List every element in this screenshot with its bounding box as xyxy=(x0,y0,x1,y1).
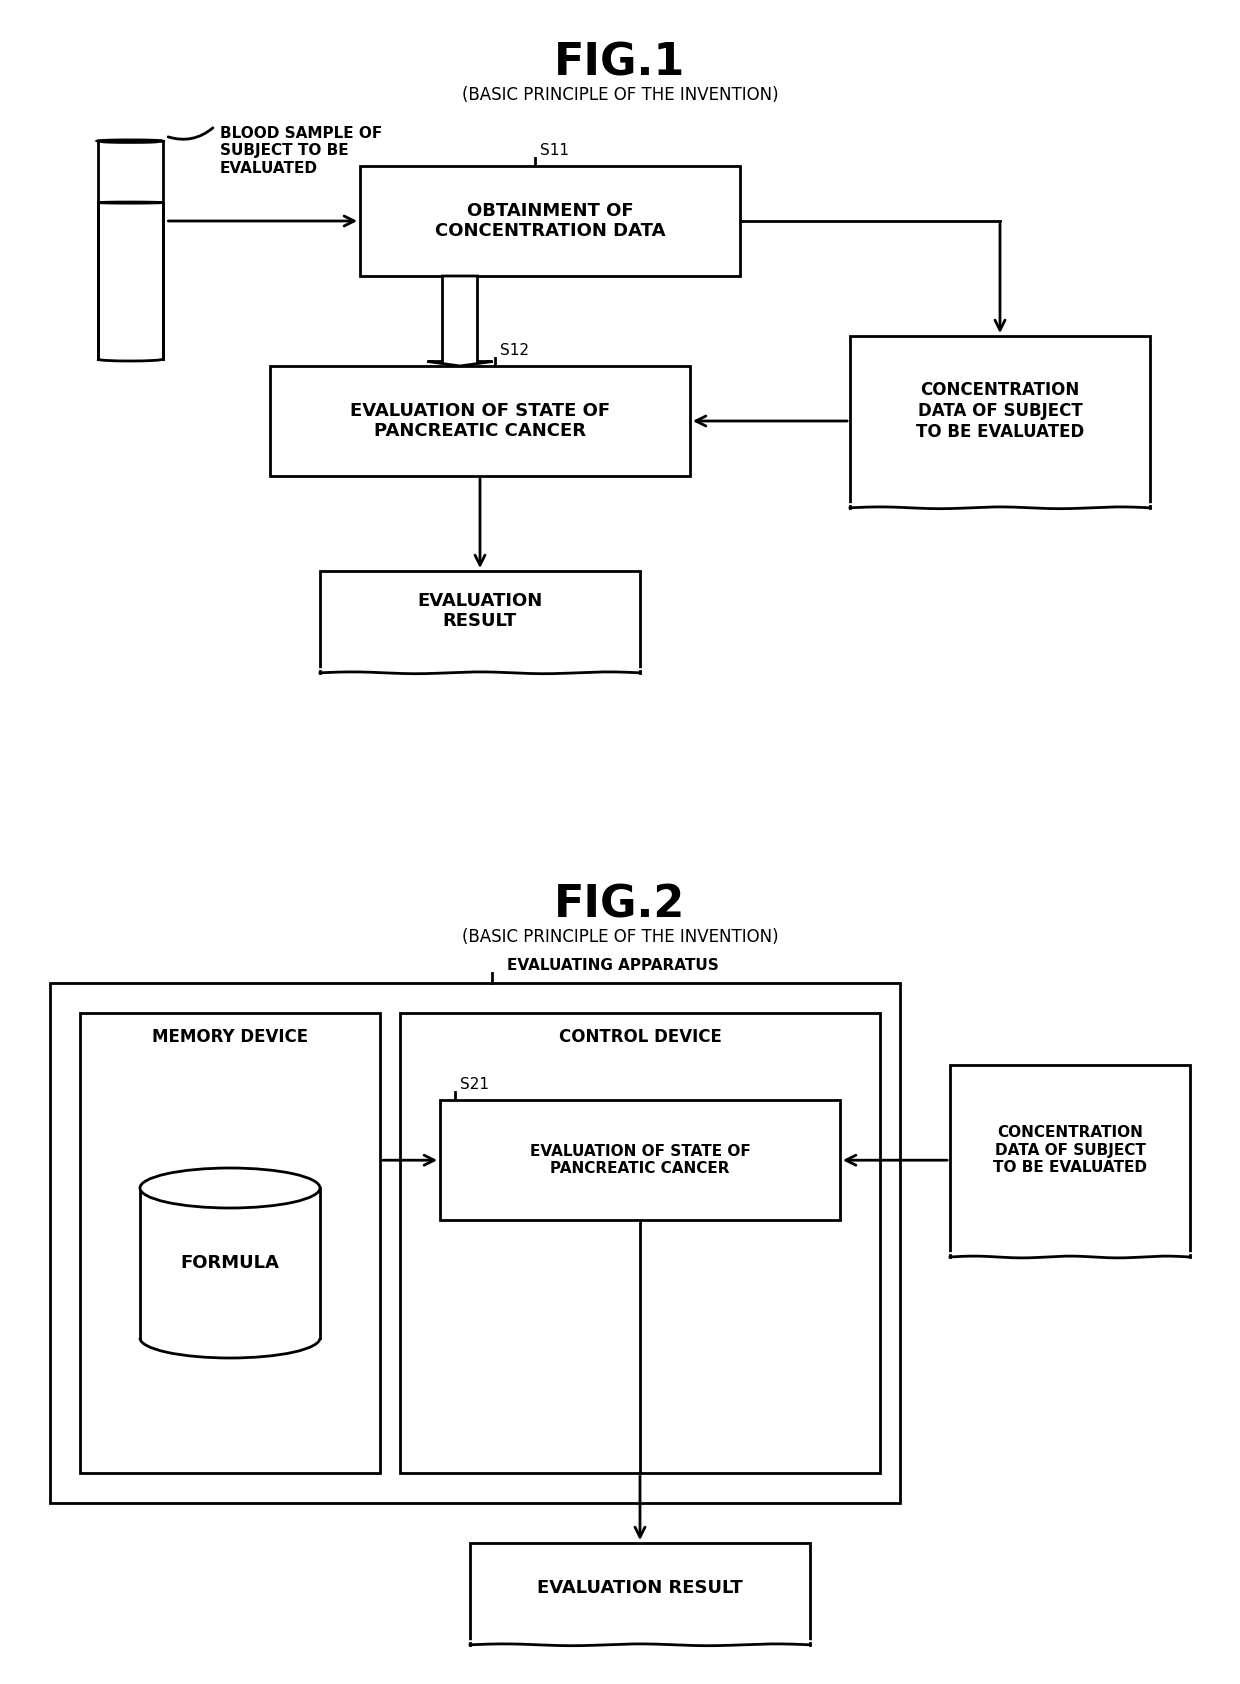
Text: EVALUATION RESULT: EVALUATION RESULT xyxy=(537,1580,743,1596)
Ellipse shape xyxy=(98,140,162,141)
FancyBboxPatch shape xyxy=(98,202,162,360)
FancyBboxPatch shape xyxy=(849,337,1149,505)
Text: EVALUATION OF STATE OF
PANCREATIC CANCER: EVALUATION OF STATE OF PANCREATIC CANCER xyxy=(350,401,610,441)
Text: FIG.2: FIG.2 xyxy=(554,882,686,926)
Text: S12: S12 xyxy=(500,344,529,359)
Text: EVALUATING APPARATUS: EVALUATING APPARATUS xyxy=(507,958,719,973)
Text: CONCENTRATION
DATA OF SUBJECT
TO BE EVALUATED: CONCENTRATION DATA OF SUBJECT TO BE EVAL… xyxy=(916,381,1084,441)
Text: CONTROL DEVICE: CONTROL DEVICE xyxy=(558,1027,722,1046)
Text: S11: S11 xyxy=(539,143,569,158)
Text: FIG.1: FIG.1 xyxy=(554,40,686,84)
FancyBboxPatch shape xyxy=(360,167,740,276)
Text: BLOOD SAMPLE OF
SUBJECT TO BE
EVALUATED: BLOOD SAMPLE OF SUBJECT TO BE EVALUATED xyxy=(219,126,382,175)
FancyBboxPatch shape xyxy=(81,1014,379,1474)
Text: EVALUATION
RESULT: EVALUATION RESULT xyxy=(418,591,543,630)
Text: (BASIC PRINCIPLE OF THE INVENTION): (BASIC PRINCIPLE OF THE INVENTION) xyxy=(461,86,779,104)
Text: OBTAINMENT OF
CONCENTRATION DATA: OBTAINMENT OF CONCENTRATION DATA xyxy=(435,202,665,241)
FancyBboxPatch shape xyxy=(470,1543,810,1644)
FancyBboxPatch shape xyxy=(270,365,689,477)
FancyBboxPatch shape xyxy=(401,1014,880,1474)
Text: MEMORY DEVICE: MEMORY DEVICE xyxy=(153,1027,308,1046)
FancyBboxPatch shape xyxy=(440,1100,839,1221)
Text: CONCENTRATION
DATA OF SUBJECT
TO BE EVALUATED: CONCENTRATION DATA OF SUBJECT TO BE EVAL… xyxy=(993,1125,1147,1175)
Text: (BASIC PRINCIPLE OF THE INVENTION): (BASIC PRINCIPLE OF THE INVENTION) xyxy=(461,928,779,946)
FancyBboxPatch shape xyxy=(950,1066,1190,1255)
Ellipse shape xyxy=(140,1169,320,1207)
FancyBboxPatch shape xyxy=(50,983,900,1504)
Text: EVALUATION OF STATE OF
PANCREATIC CANCER: EVALUATION OF STATE OF PANCREATIC CANCER xyxy=(529,1143,750,1177)
Polygon shape xyxy=(428,276,492,365)
Text: FORMULA: FORMULA xyxy=(181,1255,279,1271)
FancyBboxPatch shape xyxy=(320,571,640,670)
Text: S21: S21 xyxy=(460,1078,489,1093)
